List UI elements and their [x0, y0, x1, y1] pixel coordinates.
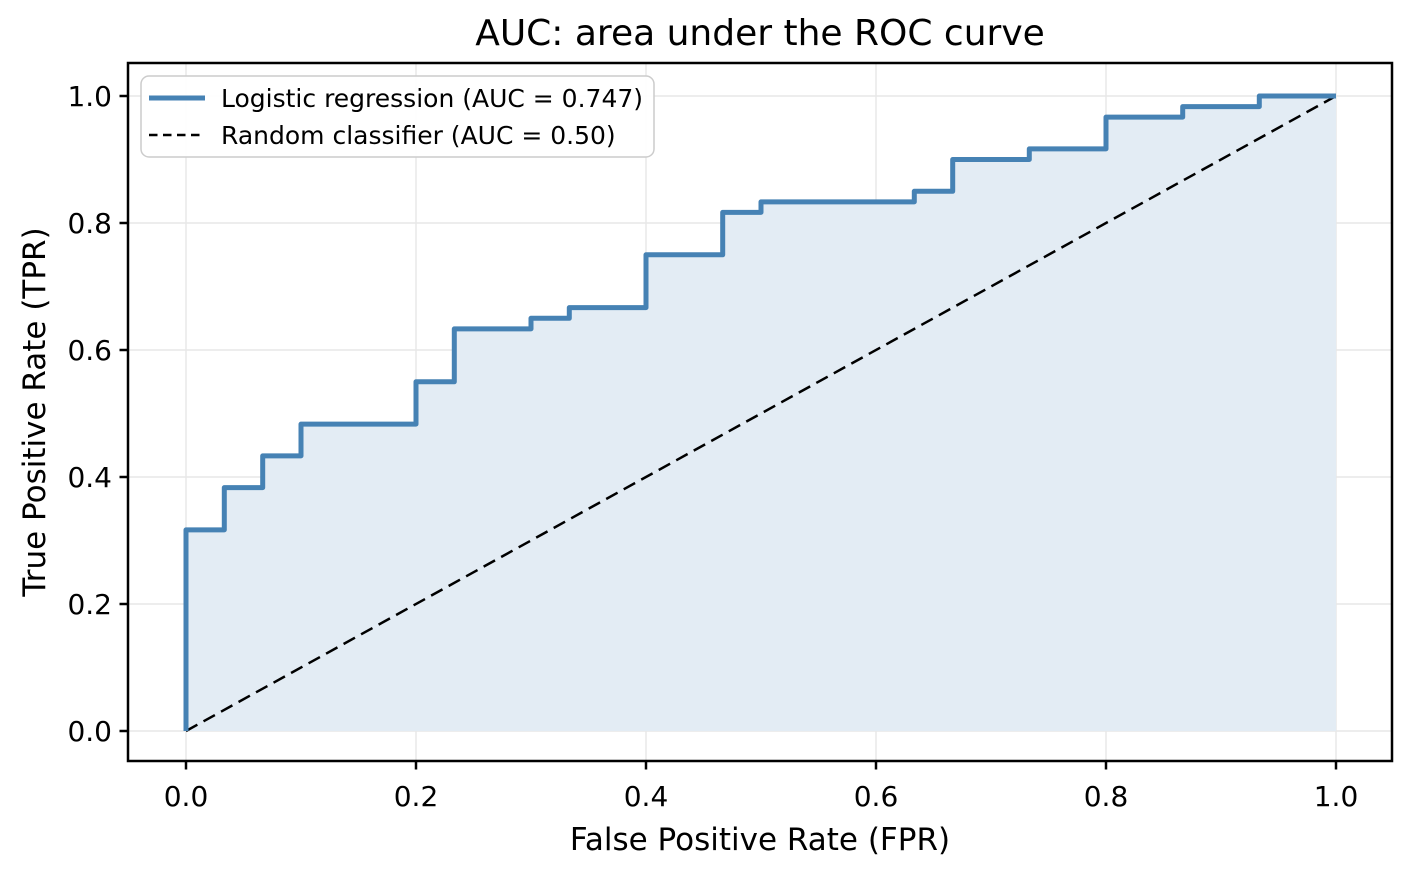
x-tick-label: 1.0 — [1314, 780, 1359, 813]
y-tick-label: 0.8 — [67, 207, 112, 240]
y-tick-label: 0.2 — [67, 588, 112, 621]
legend-item-random-classifier: Random classifier (AUC = 0.50) — [149, 121, 616, 150]
roc-curve-line — [183, 93, 1336, 731]
x-tick-label: 0.4 — [624, 780, 669, 813]
legend: Logistic regression (AUC = 0.747) Random… — [140, 75, 655, 158]
y-tick-label: 0.6 — [67, 334, 112, 367]
y-axis-ticks: 0.0 0.2 0.4 0.6 0.8 1.0 — [67, 80, 128, 748]
y-tick-label: 0.0 — [67, 715, 112, 748]
x-tick-label: 0.0 — [164, 780, 209, 813]
x-tick-label: 0.6 — [854, 780, 899, 813]
y-tick-label: 0.4 — [67, 461, 112, 494]
x-axis-label: False Positive Rate (FPR) — [570, 822, 950, 858]
y-tick-label: 1.0 — [67, 80, 112, 113]
x-tick-label: 0.8 — [1084, 780, 1129, 813]
chart-title: AUC: area under the ROC curve — [475, 13, 1045, 54]
legend-label-random-classifier: Random classifier (AUC = 0.50) — [221, 121, 616, 150]
legend-box — [140, 75, 655, 158]
x-tick-label: 0.2 — [394, 780, 439, 813]
plot-border-spines — [126, 61, 1394, 763]
legend-label-logistic-regression: Logistic regression (AUC = 0.747) — [221, 84, 643, 113]
legend-item-logistic-regression: Logistic regression (AUC = 0.747) — [149, 84, 643, 113]
x-axis-ticks: 0.0 0.2 0.4 0.6 0.8 1.0 — [164, 761, 1359, 813]
y-axis-label: True Positive Rate (TPR) — [17, 227, 53, 597]
